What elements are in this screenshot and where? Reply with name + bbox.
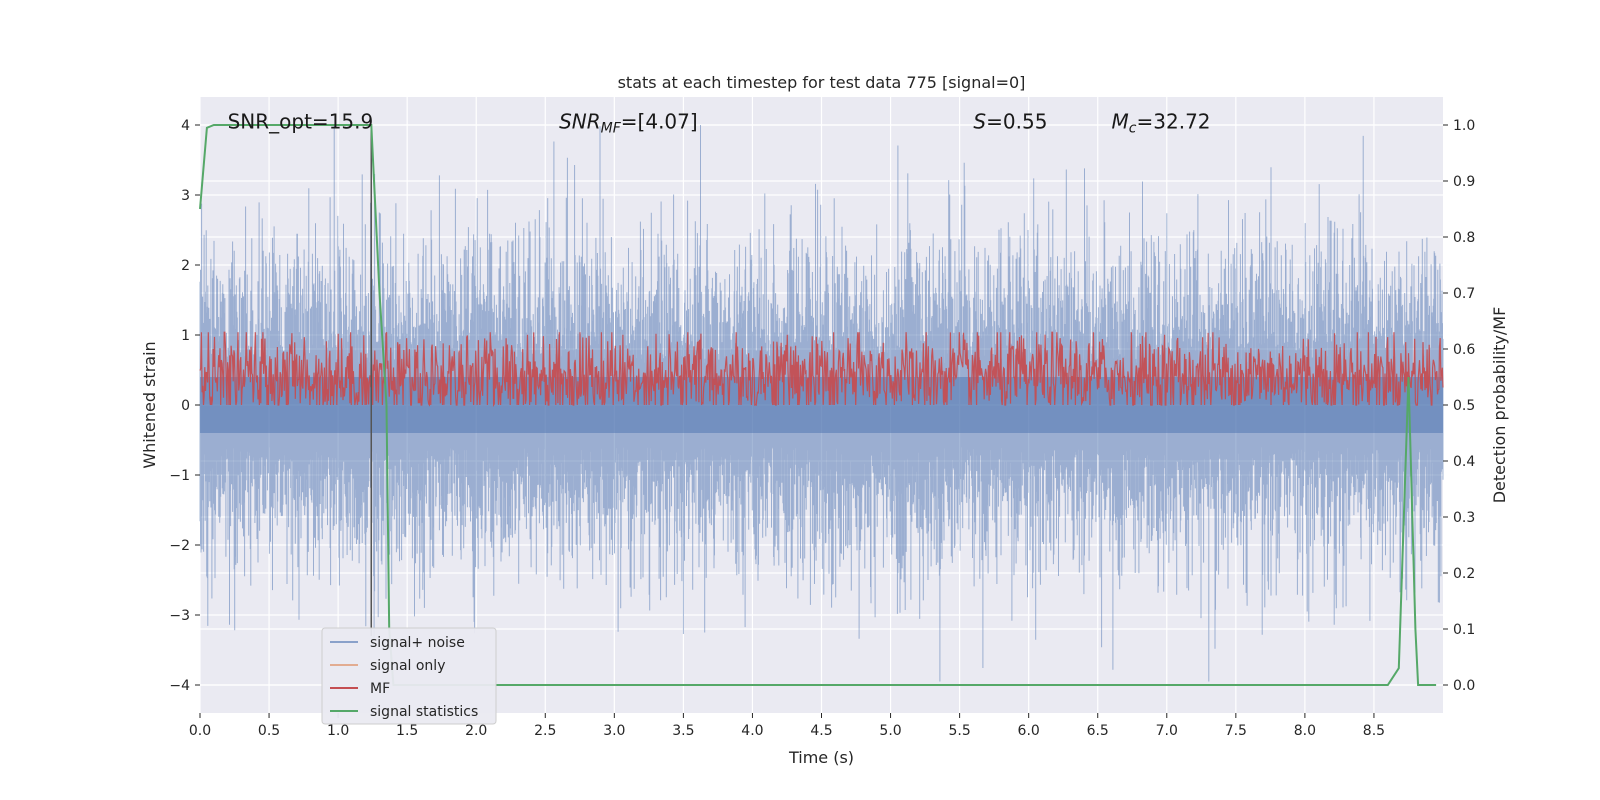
legend-label: MF — [370, 681, 390, 697]
x-tick-label: 6.5 — [1087, 723, 1109, 739]
x-tick-label: 6.0 — [1018, 723, 1040, 739]
x-tick-label: 3.5 — [672, 723, 694, 739]
x-tick-label: 1.5 — [396, 723, 418, 739]
y2-axis-label: Detection probability/MF — [1490, 307, 1509, 504]
annotation-text: SNRMF=[4.07] — [559, 110, 698, 137]
annotation-text: SNR_opt=15.9 — [228, 110, 374, 134]
y-tick-label: 3 — [181, 188, 190, 204]
y2-tick-label: 1.0 — [1453, 118, 1475, 134]
y-tick-label: −3 — [169, 608, 190, 624]
x-tick-label: 7.5 — [1225, 723, 1247, 739]
y-tick-label: −1 — [169, 468, 190, 484]
x-tick-label: 0.5 — [258, 723, 280, 739]
legend-box — [321, 627, 497, 725]
x-tick-label: 7.0 — [1156, 723, 1178, 739]
y-tick-label: 2 — [181, 258, 190, 274]
x-tick-label: 2.0 — [465, 723, 487, 739]
y-tick-label: 0 — [181, 398, 190, 414]
y2-tick-label: 0.6 — [1453, 342, 1475, 358]
x-tick-label: 3.0 — [603, 723, 625, 739]
x-tick-label: 5.5 — [948, 723, 970, 739]
y-tick-label: −2 — [169, 538, 190, 554]
mf-series — [199, 331, 1444, 408]
x-tick-label: 1.0 — [327, 723, 349, 739]
y-axis-label: Whitened strain — [140, 341, 159, 468]
y-tick-label: −4 — [169, 678, 190, 694]
chart-title: stats at each timestep for test data 775… — [618, 73, 1026, 92]
legend-label: signal only — [370, 658, 445, 674]
annotations: SNR_opt=15.9 SNRMF=[4.07] S=0.55 Mc=32.72 — [228, 110, 1211, 137]
y2-tick-label: 0.2 — [1453, 566, 1475, 582]
y2-tick-label: 0.3 — [1453, 510, 1475, 526]
x-tick-label: 4.0 — [741, 723, 763, 739]
annotation-text: Mc=32.72 — [1112, 110, 1211, 137]
x-tick-label: 8.0 — [1294, 723, 1316, 739]
y2-tick-label: 0.0 — [1453, 678, 1475, 694]
y-tick-label: 1 — [181, 328, 190, 344]
y2-tick-label: 0.5 — [1453, 398, 1475, 414]
x-tick-label: 0.0 — [189, 723, 211, 739]
legend-label: signal statistics — [370, 704, 478, 720]
annotation-text: S=0.55 — [973, 110, 1047, 134]
y2-tick-label: 0.4 — [1453, 454, 1475, 470]
y2-tick-label: 0.1 — [1453, 622, 1475, 638]
y2-tick-label: 0.7 — [1453, 286, 1475, 302]
legend: signal+ noise signal only MF signal statist… — [321, 627, 497, 725]
ticks: 0.0 0.5 1.0 1.5 2.0 2.5 3.0 3.5 4.0 4.5 5.0 5.5 6.0 6… — [169, 118, 1475, 739]
x-tick-label: 4.5 — [810, 723, 832, 739]
x-tick-label: 2.5 — [534, 723, 556, 739]
x-tick-label: 8.5 — [1363, 723, 1385, 739]
y2-tick-label: 0.8 — [1453, 230, 1475, 246]
y-tick-label: 4 — [181, 118, 190, 134]
y2-tick-label: 0.9 — [1453, 174, 1475, 190]
x-axis-label: Time (s) — [788, 748, 854, 767]
legend-label: signal+ noise — [370, 635, 465, 651]
mf-line — [199, 331, 1444, 408]
x-tick-label: 5.0 — [879, 723, 901, 739]
